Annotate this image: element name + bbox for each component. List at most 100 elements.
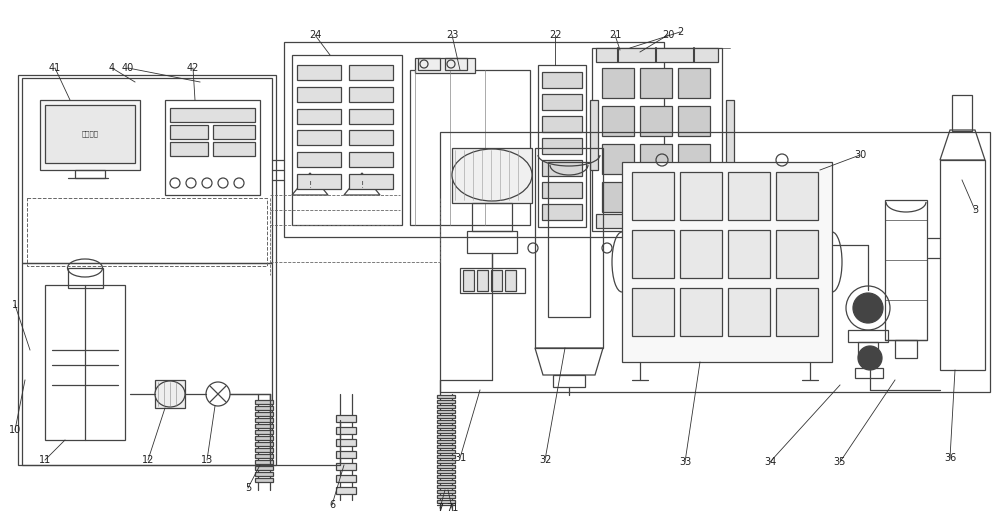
- Bar: [437, 495, 455, 498]
- Text: 30: 30: [854, 150, 866, 160]
- Bar: [255, 472, 273, 476]
- Bar: [776, 230, 818, 278]
- Bar: [22, 263, 272, 465]
- Bar: [538, 65, 586, 227]
- Bar: [155, 380, 185, 408]
- Bar: [542, 182, 582, 198]
- Bar: [622, 162, 832, 362]
- Text: 36: 36: [944, 453, 956, 463]
- Bar: [680, 288, 722, 336]
- Bar: [553, 375, 585, 387]
- Bar: [437, 435, 455, 438]
- Text: 10: 10: [9, 425, 21, 435]
- Bar: [349, 87, 393, 102]
- Bar: [460, 268, 525, 293]
- Bar: [22, 78, 272, 263]
- Bar: [855, 368, 883, 378]
- Bar: [590, 100, 598, 170]
- Bar: [284, 42, 664, 237]
- Bar: [542, 116, 582, 132]
- Bar: [728, 172, 770, 220]
- Text: 5: 5: [245, 483, 251, 493]
- Bar: [728, 288, 770, 336]
- Text: 40: 40: [122, 63, 134, 73]
- Bar: [255, 412, 273, 416]
- Bar: [542, 204, 582, 220]
- Bar: [170, 142, 208, 156]
- Bar: [297, 109, 341, 124]
- Ellipse shape: [155, 381, 185, 407]
- Bar: [336, 415, 356, 422]
- Bar: [445, 58, 467, 70]
- Bar: [292, 55, 402, 225]
- Text: 41: 41: [49, 63, 61, 73]
- Bar: [602, 68, 634, 98]
- Bar: [632, 288, 674, 336]
- Bar: [437, 475, 455, 478]
- Bar: [940, 160, 985, 370]
- Bar: [437, 485, 455, 488]
- Bar: [336, 427, 356, 434]
- Text: 32: 32: [539, 455, 551, 465]
- Bar: [418, 58, 440, 70]
- Bar: [170, 125, 208, 139]
- Bar: [255, 460, 273, 464]
- Bar: [336, 475, 356, 482]
- Bar: [885, 200, 927, 340]
- Circle shape: [858, 346, 882, 370]
- Bar: [255, 466, 273, 470]
- Bar: [440, 132, 990, 392]
- Bar: [678, 68, 710, 98]
- Bar: [632, 230, 674, 278]
- Bar: [437, 480, 455, 483]
- Bar: [596, 48, 718, 62]
- Bar: [410, 70, 530, 225]
- Bar: [592, 48, 722, 231]
- Bar: [632, 172, 674, 220]
- Bar: [297, 130, 341, 145]
- Bar: [776, 288, 818, 336]
- Bar: [437, 410, 455, 413]
- Text: 22: 22: [549, 30, 561, 40]
- Bar: [297, 65, 341, 80]
- Bar: [255, 436, 273, 440]
- Bar: [491, 270, 502, 291]
- Bar: [437, 440, 455, 443]
- Bar: [678, 106, 710, 136]
- Bar: [542, 160, 582, 176]
- Bar: [437, 465, 455, 468]
- Bar: [640, 68, 672, 98]
- Bar: [640, 144, 672, 174]
- Text: 31: 31: [454, 453, 466, 463]
- Bar: [726, 100, 734, 170]
- Bar: [542, 138, 582, 154]
- Bar: [678, 182, 710, 212]
- Bar: [728, 230, 770, 278]
- Bar: [602, 182, 634, 212]
- Bar: [437, 425, 455, 428]
- Bar: [678, 144, 710, 174]
- Bar: [437, 460, 455, 463]
- Bar: [415, 58, 475, 73]
- Text: 7: 7: [437, 503, 443, 513]
- Bar: [437, 420, 455, 423]
- Text: 20: 20: [662, 30, 674, 40]
- Text: 34: 34: [764, 457, 776, 467]
- Text: 11: 11: [39, 455, 51, 465]
- Bar: [297, 87, 341, 102]
- Bar: [336, 439, 356, 446]
- Bar: [336, 463, 356, 470]
- Bar: [452, 148, 532, 203]
- Bar: [640, 182, 672, 212]
- Bar: [437, 445, 455, 448]
- Bar: [437, 430, 455, 433]
- Bar: [858, 342, 878, 357]
- Bar: [776, 172, 818, 220]
- Text: 12: 12: [142, 455, 154, 465]
- Bar: [437, 415, 455, 418]
- Bar: [336, 451, 356, 458]
- Bar: [255, 442, 273, 446]
- Text: 71: 71: [446, 503, 458, 513]
- Bar: [255, 478, 273, 482]
- Bar: [467, 231, 517, 253]
